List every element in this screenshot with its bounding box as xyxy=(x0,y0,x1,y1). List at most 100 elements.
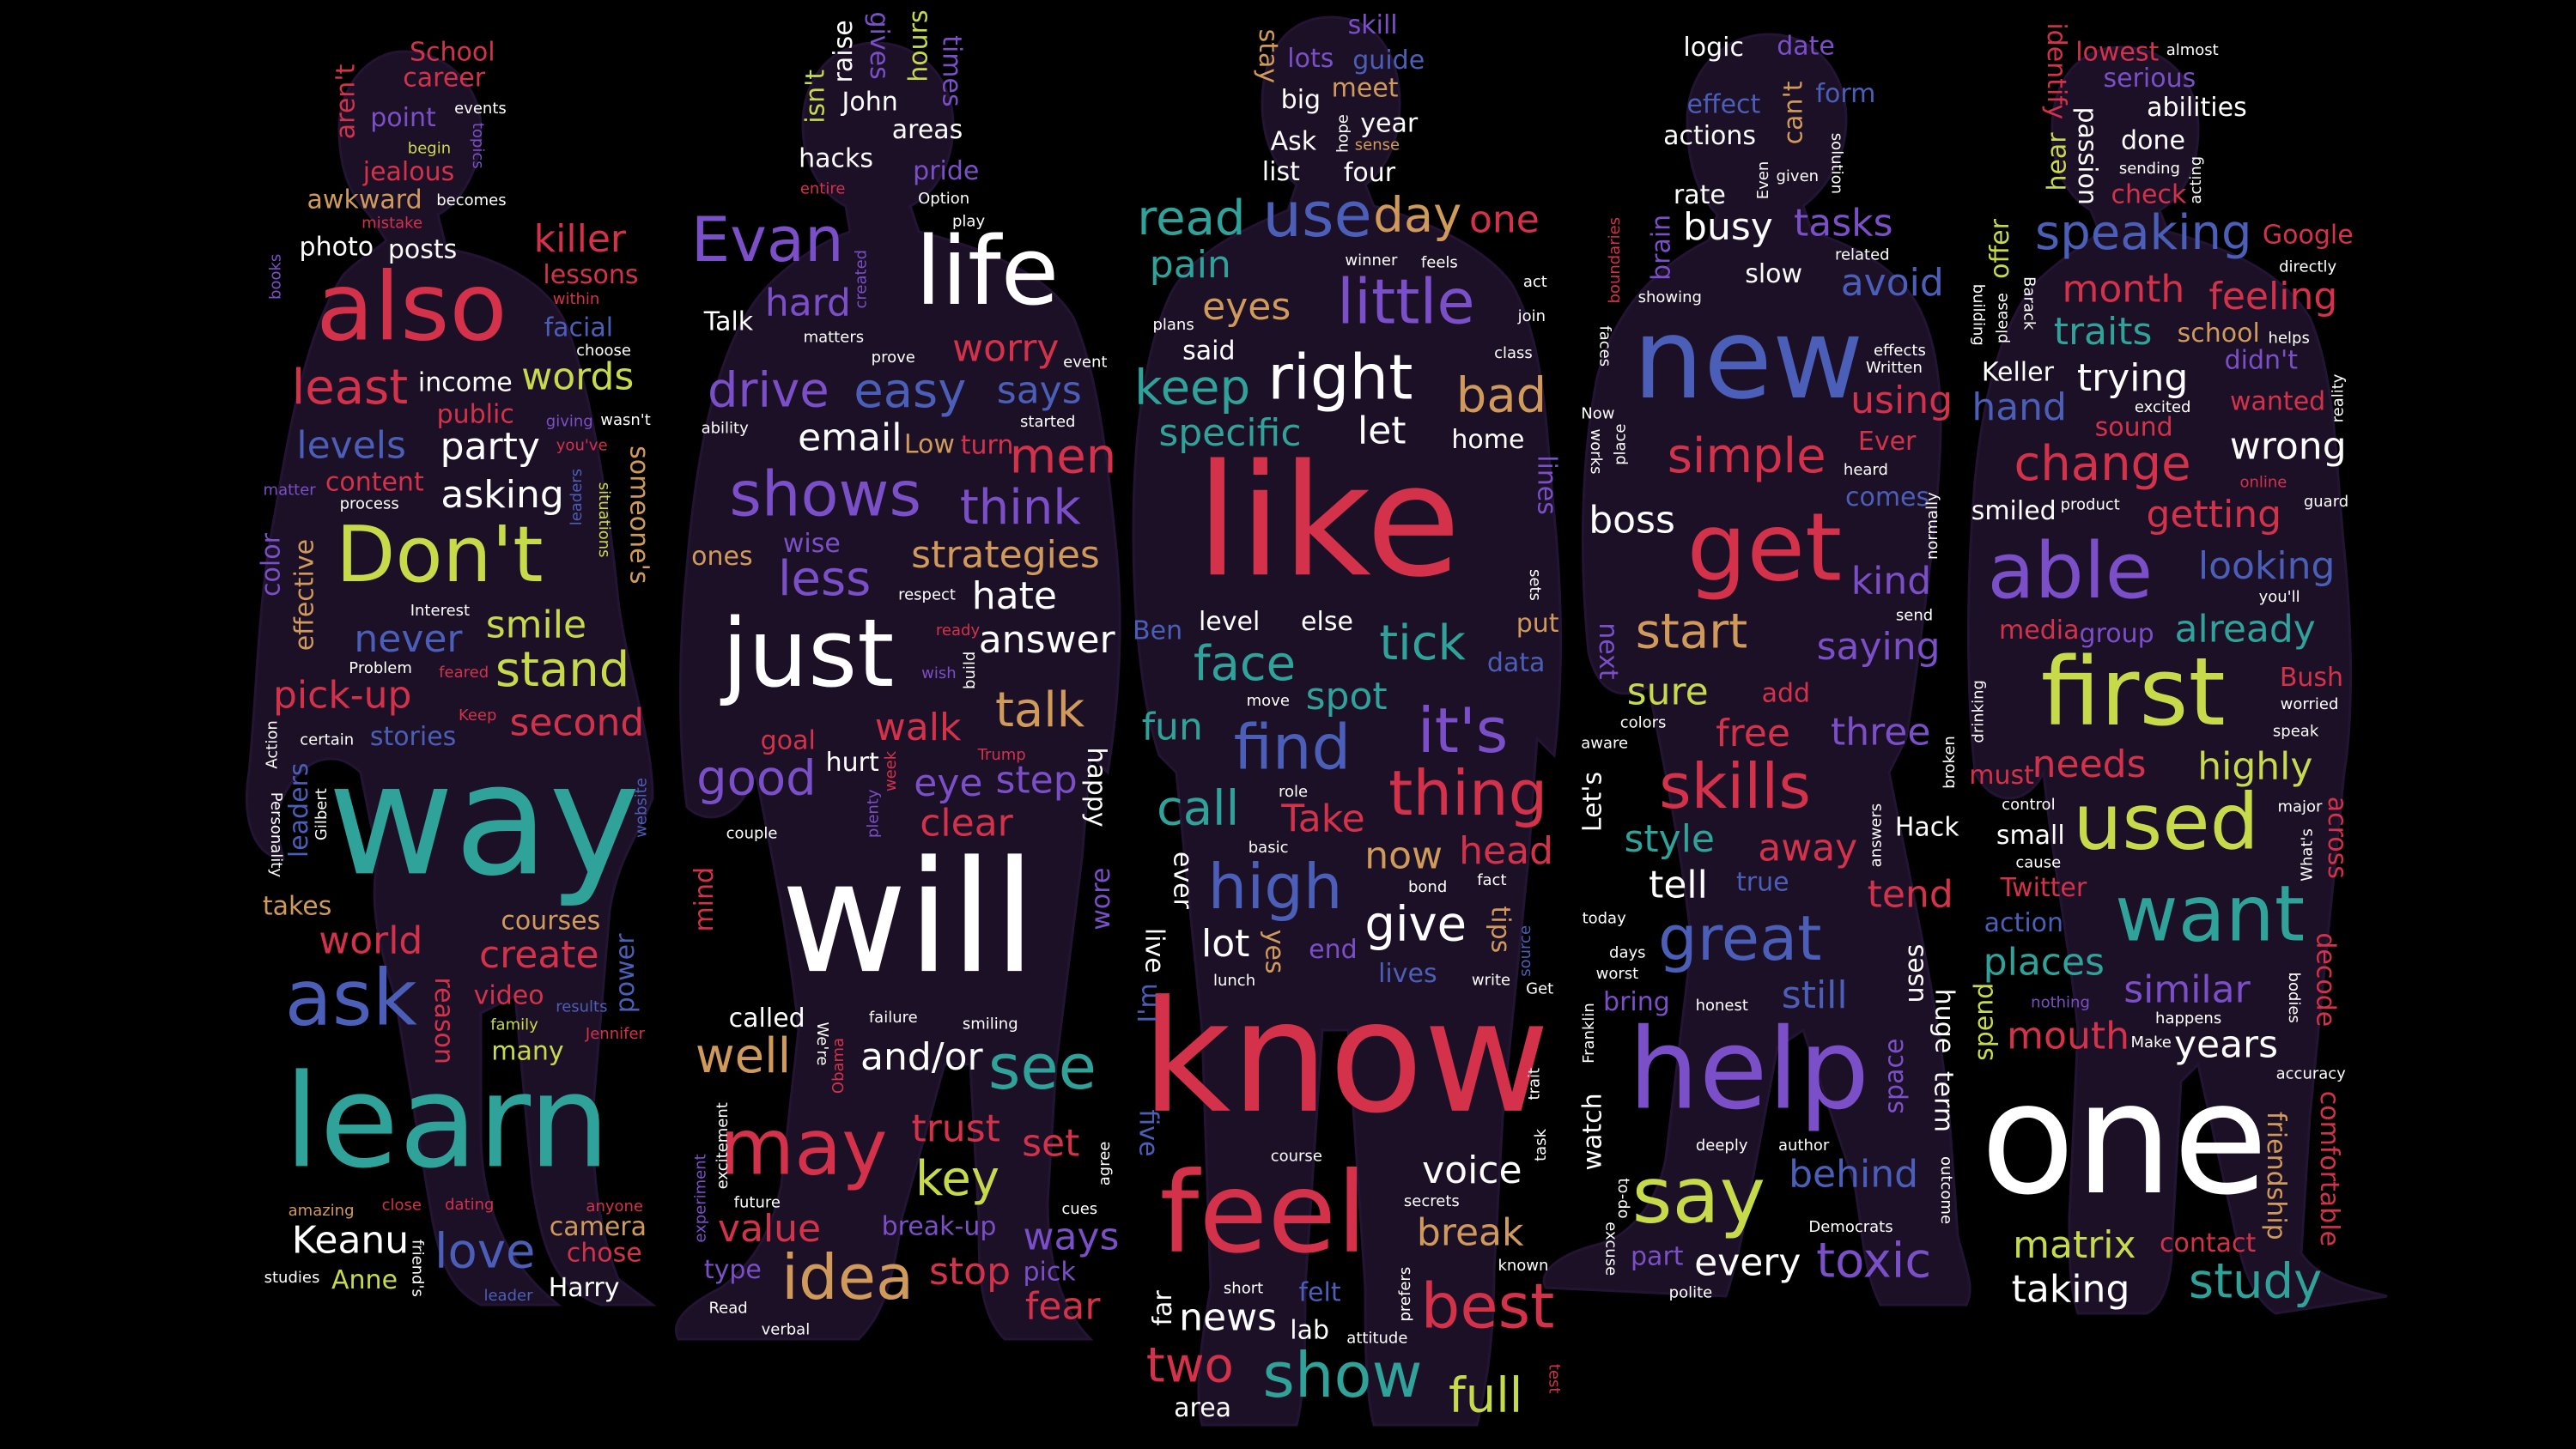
word-effect: effect xyxy=(1686,89,1760,119)
word-asking: asking xyxy=(440,473,563,517)
word-wore: wore xyxy=(1086,868,1116,931)
word-sets: sets xyxy=(1526,569,1544,601)
figure-3-words: know like feel right find high it's little show u… xyxy=(1133,10,1564,1423)
word-hours: hours xyxy=(903,9,933,82)
word-drinking: drinking xyxy=(1970,680,1988,743)
word-photo: photo xyxy=(300,232,374,262)
word-say: say xyxy=(1632,1150,1765,1240)
word-term: term xyxy=(1928,1071,1958,1132)
word-way: way xyxy=(328,731,641,910)
word-wish: wish xyxy=(921,664,957,682)
word-failure: failure xyxy=(869,1009,918,1027)
word-identify: identify xyxy=(2041,22,2071,119)
word-done: done xyxy=(2121,125,2185,155)
word-times: times xyxy=(936,35,966,106)
word-year: year xyxy=(1360,109,1419,139)
word-comes: comes xyxy=(1845,482,1929,512)
word-income: income xyxy=(418,367,513,397)
word-anne: Anne xyxy=(331,1265,398,1295)
word-first: first xyxy=(2041,637,2226,747)
figure-4-words: help new get say great skills simple toxic start… xyxy=(1577,31,1959,1301)
word-respect: respect xyxy=(898,586,956,604)
word-areas: areas xyxy=(892,115,963,145)
word-boss: boss xyxy=(1589,499,1675,543)
word-able: able xyxy=(1987,526,2153,616)
word-five: five xyxy=(1133,1109,1163,1156)
word-friend-s: friend's xyxy=(408,1240,426,1297)
silhouettes xyxy=(245,15,2388,1427)
word-lunch: lunch xyxy=(1213,972,1255,990)
word-wanted: wanted xyxy=(2230,386,2325,416)
word-busy: busy xyxy=(1683,205,1773,249)
word-family: family xyxy=(490,1016,538,1034)
word-content: content xyxy=(325,467,424,497)
word-someone-s: someone's xyxy=(623,446,653,584)
word-it-s: it's xyxy=(1418,694,1509,767)
word-bring: bring xyxy=(1603,987,1670,1017)
word-drive: drive xyxy=(708,363,829,419)
word-comfortable: comfortable xyxy=(2314,1091,2344,1246)
word-turn: turn xyxy=(961,431,1014,461)
word-keep: keep xyxy=(1134,360,1250,415)
word-lessons: lessons xyxy=(543,260,638,290)
word-google: Google xyxy=(2263,221,2354,251)
word-feel: feel xyxy=(1160,1148,1368,1278)
word-watch: watch xyxy=(1577,1093,1607,1170)
word-verbal: verbal xyxy=(762,1321,811,1339)
word-matter: matter xyxy=(264,482,317,500)
word-keanu: Keanu xyxy=(292,1219,409,1263)
word-using: using xyxy=(1850,379,1953,422)
word-chose: chose xyxy=(567,1239,642,1269)
word-four: four xyxy=(1344,158,1396,188)
word-trying: trying xyxy=(2077,356,2188,400)
word-slow: slow xyxy=(1745,259,1802,289)
word-good: good xyxy=(696,751,817,807)
word-hard: hard xyxy=(765,281,851,324)
word-low: Low xyxy=(904,429,955,459)
word-mind: mind xyxy=(690,867,720,932)
word-acting: acting xyxy=(2187,156,2205,204)
word-works: works xyxy=(1587,429,1605,475)
word-excuse: excuse xyxy=(1601,1222,1619,1276)
word-wrong: wrong xyxy=(2230,425,2347,469)
word-i-m: I'm xyxy=(1133,983,1163,1022)
word-worst: worst xyxy=(1596,965,1639,983)
word-accuracy: accuracy xyxy=(2276,1065,2347,1083)
word-school: school xyxy=(2178,318,2260,349)
word-topics: topics xyxy=(469,123,487,169)
word-boundaries: boundaries xyxy=(1606,217,1624,304)
word-directly: directly xyxy=(2279,258,2336,276)
word-amazing: amazing xyxy=(289,1202,355,1220)
word-dating: dating xyxy=(445,1196,494,1214)
word-power: power xyxy=(611,933,641,1013)
word-let-s: Let's xyxy=(1577,772,1607,832)
word-anyone: anyone xyxy=(586,1197,643,1216)
word-sound: sound xyxy=(2095,413,2173,443)
word-hack: Hack xyxy=(1895,813,1959,843)
word-home: home xyxy=(1451,425,1524,455)
word-level: level xyxy=(1199,607,1260,637)
word-ways: ways xyxy=(1023,1215,1119,1258)
word-change: change xyxy=(2014,436,2190,492)
word-little: little xyxy=(1337,265,1475,337)
word-lots: lots xyxy=(1287,44,1334,74)
word-matters: matters xyxy=(804,329,865,347)
word-list: list xyxy=(1262,157,1300,187)
word-read: read xyxy=(1137,191,1245,246)
word-to-do: to-do xyxy=(1614,1178,1632,1218)
word-add: add xyxy=(1762,679,1810,709)
word-big: big xyxy=(1281,85,1321,115)
word-will: will xyxy=(781,828,1036,1008)
word-you-ll: you'll xyxy=(2259,588,2300,606)
word-great: great xyxy=(1658,902,1821,974)
word-value: value xyxy=(718,1207,821,1251)
word-know: know xyxy=(1141,968,1550,1148)
word-website: website xyxy=(632,778,650,838)
word-similar: similar xyxy=(2123,967,2251,1011)
word-stand: stand xyxy=(495,642,630,698)
word-act: act xyxy=(1523,273,1547,291)
word-even: Even xyxy=(1754,161,1772,200)
word-choose: choose xyxy=(576,342,631,360)
word-jealous: jealous xyxy=(362,157,455,187)
word-type: type xyxy=(704,1255,762,1285)
